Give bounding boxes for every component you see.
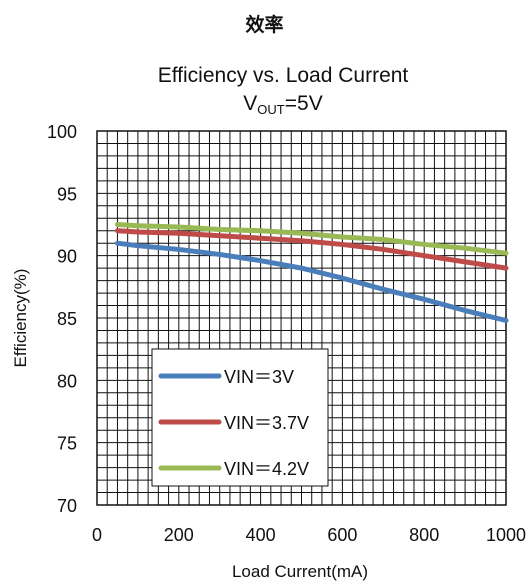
y-tick-label: 90: [57, 247, 77, 267]
x-axis-label: Load Current(mA): [232, 562, 368, 581]
y-tick-labels: 70 75 80 85 90 95 100: [47, 122, 77, 516]
x-tick-label: 1000: [486, 525, 526, 545]
y-tick-label: 75: [57, 434, 77, 454]
y-tick-label: 95: [57, 184, 77, 204]
series-lines: [114, 222, 509, 323]
chart-subtitle: VOUT=5V: [243, 92, 322, 117]
x-tick-label: 400: [246, 525, 276, 545]
y-tick-label: 80: [57, 371, 77, 391]
y-tick-label: 70: [57, 496, 77, 516]
legend-box: [151, 348, 329, 487]
y-tick-label: 100: [47, 122, 77, 142]
page-heading: 效率: [245, 14, 284, 36]
y-axis-label: Efficiency(%): [11, 269, 30, 368]
x-tick-labels: 0 200 400 600 800 1000: [92, 525, 526, 545]
x-tick-label: 0: [92, 525, 102, 545]
subtitle-suffix: =5V: [285, 92, 323, 115]
series-line: [114, 240, 509, 323]
subtitle-subscript: OUT: [257, 102, 285, 117]
legend-label: VIN＝3V: [224, 367, 294, 387]
legend: VIN＝3V VIN＝3.7V VIN＝4.2V: [151, 348, 329, 487]
series-line: [114, 228, 509, 271]
y-tick-label: 85: [57, 309, 77, 329]
chart-title: Efficiency vs. Load Current: [158, 64, 409, 87]
x-tick-label: 200: [164, 525, 194, 545]
x-tick-label: 600: [327, 525, 357, 545]
legend-label: VIN＝4.2V: [224, 459, 309, 479]
subtitle-prefix: V: [243, 92, 257, 115]
x-tick-label: 800: [409, 525, 439, 545]
series-line: [114, 222, 509, 256]
legend-label: VIN＝3.7V: [224, 413, 309, 433]
